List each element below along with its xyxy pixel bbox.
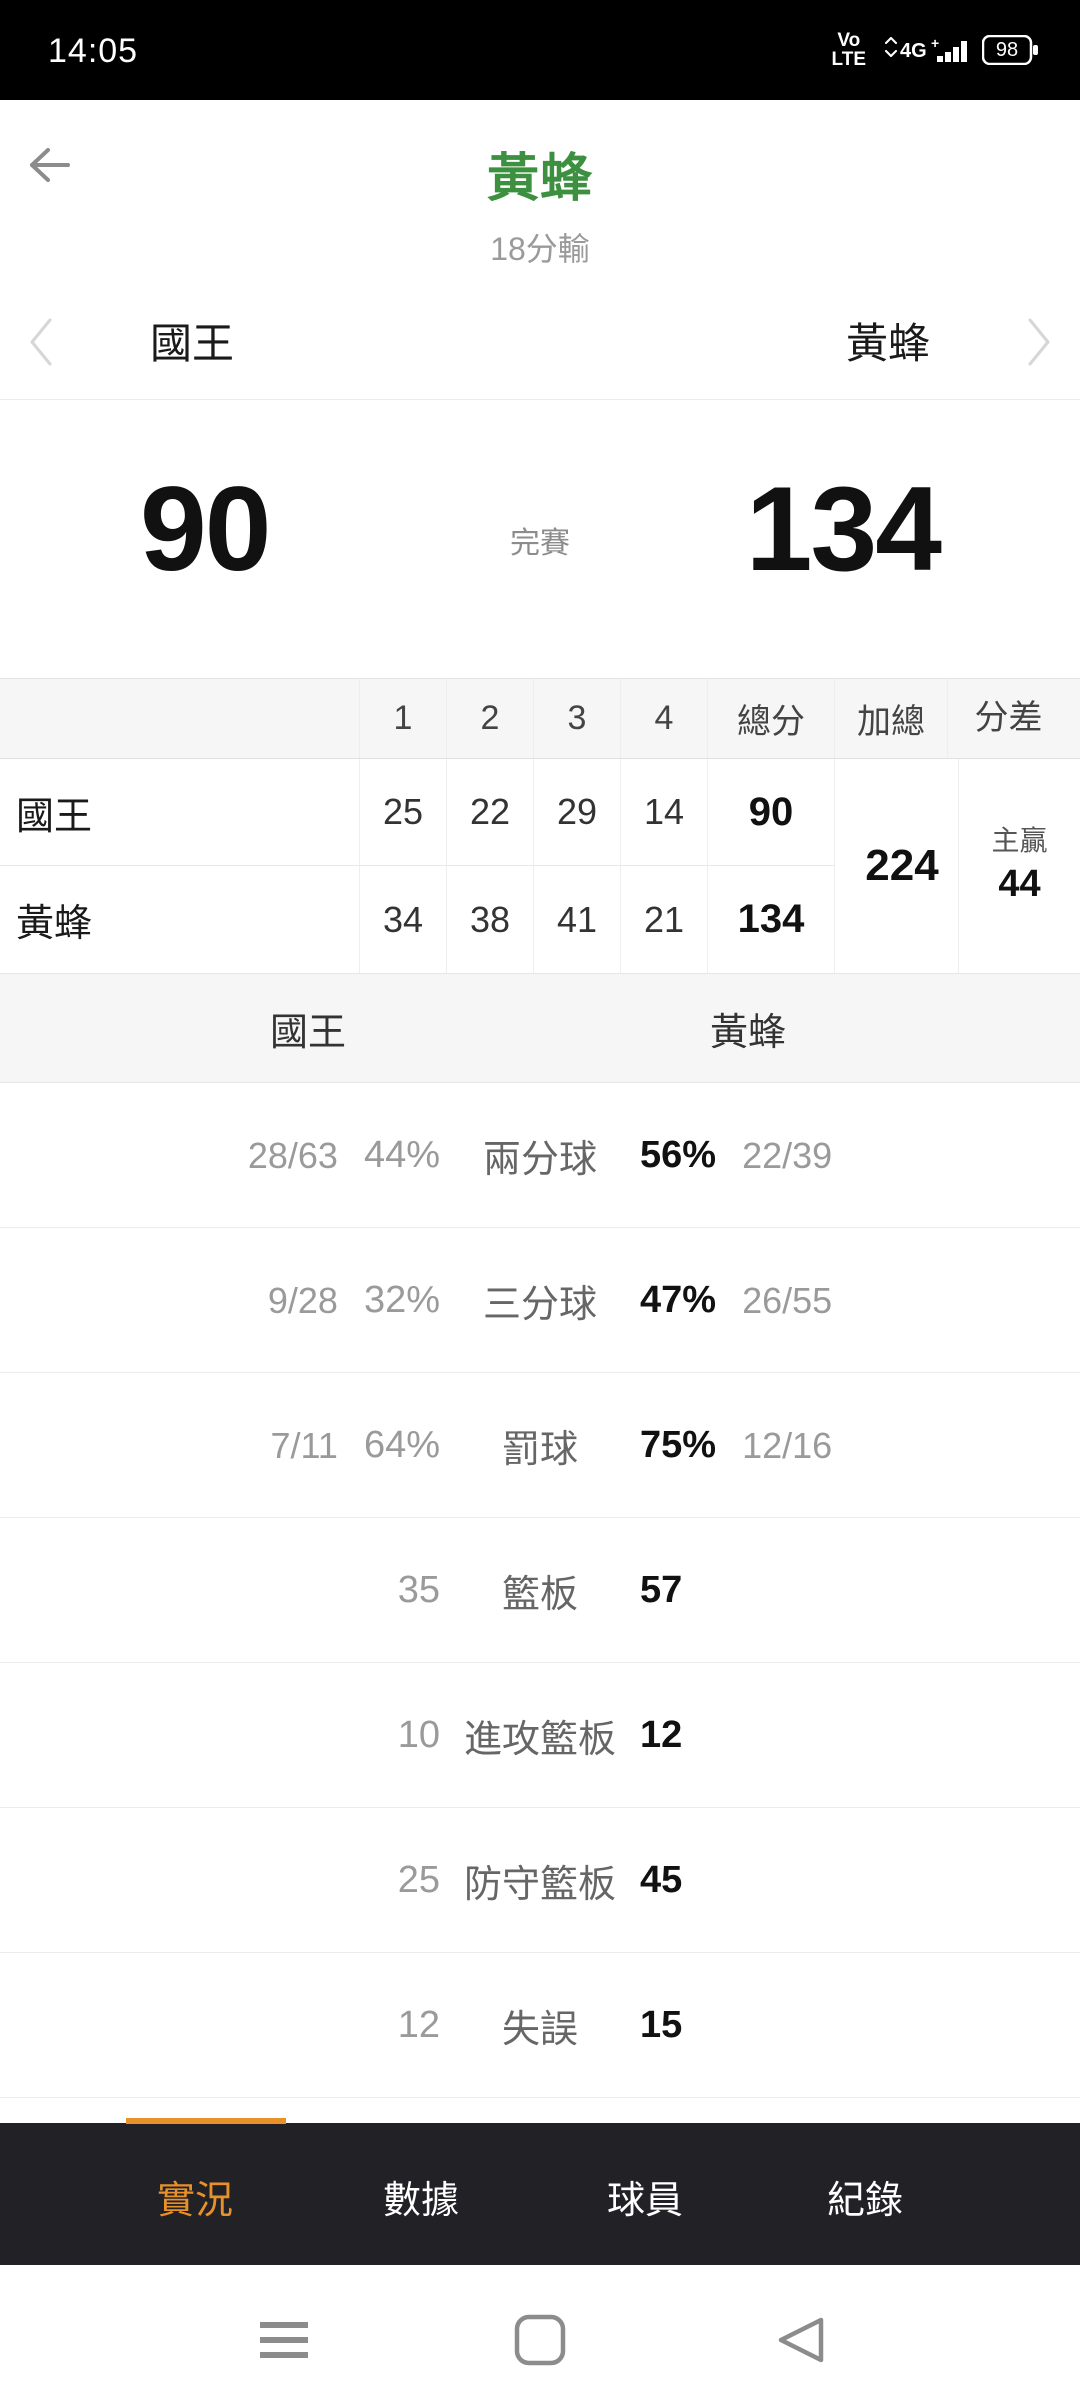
- svg-text:+: +: [931, 37, 939, 51]
- svg-text:4G: 4G: [900, 40, 927, 62]
- svg-text:98: 98: [996, 39, 1018, 61]
